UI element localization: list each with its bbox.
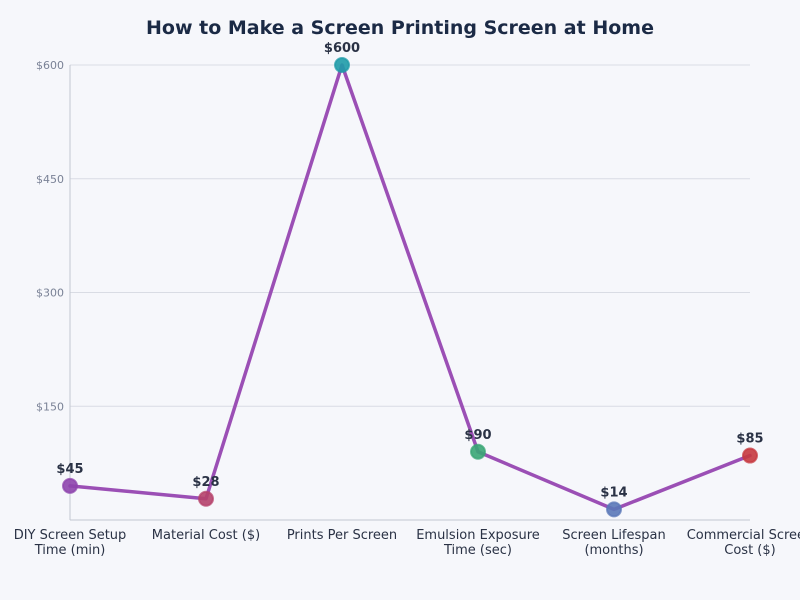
data-label: $28 bbox=[192, 475, 219, 490]
data-point bbox=[742, 447, 758, 464]
data-point bbox=[334, 57, 350, 73]
x-tick-label: Screen Lifespan (months) bbox=[562, 528, 666, 558]
data-points bbox=[62, 57, 758, 518]
y-tick-label: $150 bbox=[36, 400, 64, 413]
axes bbox=[69, 65, 750, 521]
series-line bbox=[68, 63, 752, 512]
data-label: $14 bbox=[600, 485, 627, 500]
y-tick-label: $450 bbox=[36, 173, 64, 186]
x-tick-label: Prints Per Screen bbox=[287, 528, 397, 543]
data-point bbox=[470, 443, 486, 460]
y-tick-label: $600 bbox=[36, 59, 64, 72]
data-point bbox=[198, 490, 214, 507]
y-tick-label: $300 bbox=[36, 287, 64, 300]
x-tick-label: Commercial ScreenCost ($) bbox=[687, 528, 800, 558]
x-tick-labels: DIY Screen Setup Time (min) Material Cost … bbox=[14, 528, 800, 558]
x-tick-label: Emulsion Exposure Time (sec) bbox=[416, 528, 540, 558]
chart-title: How to Make a Screen Printing Screen at … bbox=[146, 17, 654, 39]
gridlines bbox=[70, 64, 750, 407]
data-labels: $45 $28 $600 $90 $14 $85 bbox=[56, 41, 763, 500]
data-label: $90 bbox=[464, 428, 491, 443]
series-line-group bbox=[68, 63, 752, 512]
data-label: $600 bbox=[324, 41, 360, 56]
data-label: $85 bbox=[736, 432, 763, 447]
data-point bbox=[62, 477, 78, 494]
data-point bbox=[606, 501, 622, 518]
x-tick-label: DIY Screen Setup Time (min) bbox=[14, 528, 127, 558]
x-tick-label: Material Cost ($) bbox=[152, 528, 260, 543]
data-label: $45 bbox=[56, 462, 83, 477]
y-tick-labels: $150 $300 $450 $600 bbox=[36, 59, 64, 413]
